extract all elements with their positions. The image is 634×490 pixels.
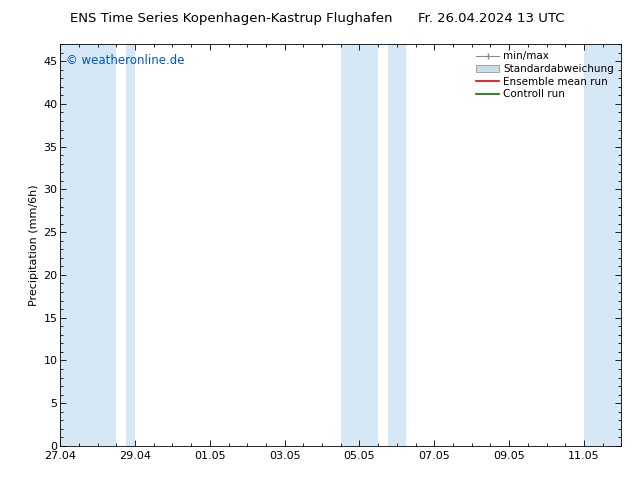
Text: © weatheronline.de: © weatheronline.de [66,54,184,67]
Bar [60,44,117,446]
Bar [387,44,406,446]
Text: ENS Time Series Kopenhagen-Kastrup Flughafen      Fr. 26.04.2024 13 UTC: ENS Time Series Kopenhagen-Kastrup Flugh… [70,12,564,25]
Bar [584,44,621,446]
Y-axis label: Precipitation (mm/6h): Precipitation (mm/6h) [29,184,39,306]
Bar [126,44,135,446]
Bar [341,44,378,446]
Legend: min/max, Standardabweichung, Ensemble mean run, Controll run: min/max, Standardabweichung, Ensemble me… [474,49,616,101]
